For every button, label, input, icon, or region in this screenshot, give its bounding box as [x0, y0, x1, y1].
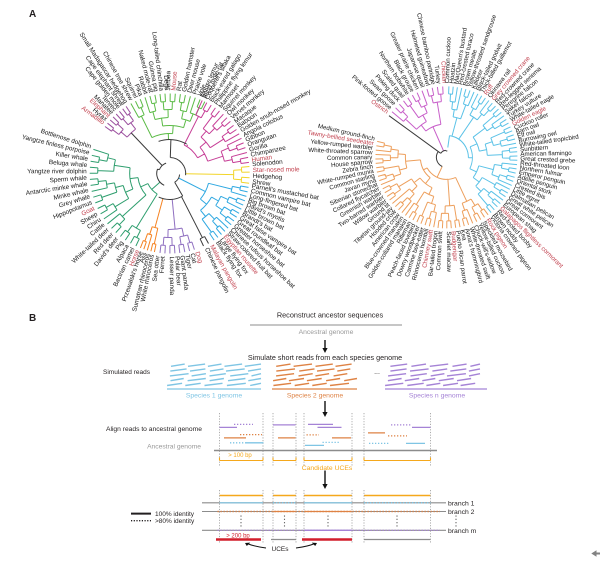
svg-text:UCEs: UCEs — [272, 546, 290, 553]
svg-text:Vole: Vole — [197, 83, 208, 98]
svg-text:Elf owl: Elf owl — [517, 129, 536, 140]
svg-text:Great crested grebe: Great crested grebe — [520, 155, 576, 164]
svg-text:100% identity: 100% identity — [155, 511, 195, 518]
svg-text:Align reads to ancestral genom: Align reads to ancestral genome — [106, 426, 202, 433]
svg-text:Polar bear: Polar bear — [173, 256, 182, 287]
svg-text:...: ... — [374, 369, 380, 376]
svg-text:Simulated reads: Simulated reads — [103, 369, 151, 376]
svg-text:branch m: branch m — [448, 528, 477, 535]
svg-text:Common canary: Common canary — [327, 154, 373, 162]
svg-text:Species 2 genome: Species 2 genome — [287, 393, 344, 400]
svg-text:Giant panda: Giant panda — [178, 255, 189, 291]
svg-text:Lesser panda: Lesser panda — [168, 256, 175, 295]
svg-text:Star-nosed mole: Star-nosed mole — [253, 166, 300, 174]
svg-text:Turkey: Turkey — [433, 65, 442, 85]
svg-text:Scarlet macaw: Scarlet macaw — [445, 231, 452, 272]
svg-text:Hoatzin: Hoatzin — [449, 62, 458, 84]
svg-text:House sparrow: House sparrow — [331, 159, 374, 170]
svg-text:A: A — [29, 9, 36, 20]
svg-text:Degu: Degu — [162, 75, 170, 91]
svg-text:Tiger: Tiger — [183, 254, 193, 270]
svg-text:Yangtze river dolphin: Yangtze river dolphin — [27, 168, 87, 175]
svg-text:Common swift: Common swift — [435, 231, 444, 271]
svg-text:Ferret: Ferret — [159, 256, 167, 274]
svg-text:White-throated sparrow: White-throated sparrow — [308, 147, 373, 157]
svg-text:Dog: Dog — [193, 251, 203, 265]
svg-text:> 100 bp: > 100 bp — [228, 453, 252, 459]
svg-text:Common cuckoo: Common cuckoo — [444, 36, 453, 83]
svg-text:Simulate short reads from each: Simulate short reads from each species g… — [248, 353, 402, 362]
svg-text:Jerboa: Jerboa — [165, 70, 172, 90]
svg-text:Solenodon: Solenodon — [252, 159, 283, 169]
svg-text:Kea: Kea — [459, 229, 468, 242]
svg-text:Shrew: Shrew — [252, 179, 271, 188]
svg-text:Cat: Cat — [188, 253, 197, 265]
svg-text:branch 1: branch 1 — [448, 500, 475, 507]
svg-text:Chicken: Chicken — [439, 61, 447, 84]
svg-text:Candidate UCEs: Candidate UCEs — [302, 465, 353, 472]
svg-text:American flamingo: American flamingo — [520, 150, 572, 158]
svg-text:B: B — [29, 313, 36, 324]
svg-text:Reconstruct ancestor sequences: Reconstruct ancestor sequences — [277, 311, 384, 320]
svg-text:Budgerigar: Budgerigar — [450, 231, 459, 262]
svg-text:Gorilla: Gorilla — [248, 142, 268, 154]
svg-text:Zebra finch: Zebra finch — [342, 163, 374, 175]
svg-text:Rat: Rat — [176, 80, 184, 91]
svg-text:Beluga whale: Beluga whale — [49, 159, 88, 169]
svg-text:>80% identity: >80% identity — [155, 518, 195, 525]
svg-text:Sunbittern: Sunbittern — [520, 144, 549, 153]
svg-text:branch 2: branch 2 — [448, 509, 475, 516]
svg-text:Ancestral genome: Ancestral genome — [147, 444, 201, 451]
svg-text:Sea otter: Sea otter — [151, 254, 161, 281]
svg-text:Killer whale: Killer whale — [55, 151, 89, 163]
svg-text:Species n genome: Species n genome — [409, 393, 466, 400]
svg-text:Species 1 genome: Species 1 genome — [186, 393, 243, 400]
svg-text:> 200 bp: > 200 bp — [226, 534, 250, 540]
svg-text:Mouse: Mouse — [171, 71, 179, 91]
svg-text:Pig: Pig — [114, 239, 125, 251]
svg-text:Hedgehog: Hedgehog — [252, 173, 282, 182]
svg-text:Pika: Pika — [133, 83, 144, 98]
svg-text:Human: Human — [251, 154, 273, 164]
svg-text:Sperm whale: Sperm whale — [49, 175, 87, 185]
svg-text:Ancestral genome: Ancestral genome — [299, 329, 354, 336]
svg-text:Ass: Ass — [139, 252, 149, 264]
